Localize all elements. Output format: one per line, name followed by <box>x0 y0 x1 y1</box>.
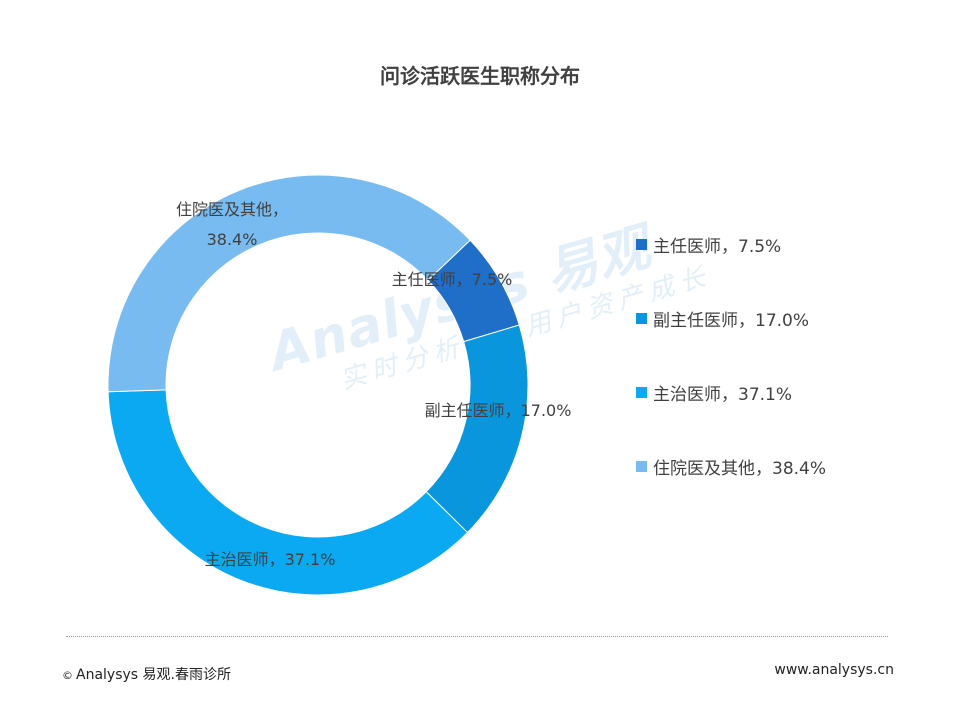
slice-data-label: 住院医及其他， 38.4% <box>176 200 288 249</box>
copyright-symbol: © <box>62 669 73 682</box>
legend-item: 主治医师，37.1% <box>636 380 826 405</box>
legend-label: 住院医及其他，38.4% <box>653 458 827 479</box>
legend-swatch <box>636 238 647 250</box>
donut-slice <box>107 389 469 596</box>
slice-data-label: 副主任医师，17.0% <box>425 401 572 420</box>
legend-label: 主任医师，7.5% <box>653 236 782 257</box>
legend-swatch <box>636 460 647 472</box>
legend-label: 副主任医师，17.0% <box>653 310 810 331</box>
slice-data-label-line: 主任医师，7.5% <box>392 270 513 289</box>
donut-slice <box>107 174 471 393</box>
legend-swatch <box>636 386 647 398</box>
chart-legend: 主任医师，7.5% 副主任医师，17.0% 主治医师，37.1% 住院医及其他，… <box>636 232 826 528</box>
slice-data-label: 主任医师，7.5% <box>392 270 513 289</box>
footer-url[interactable]: www.analysys.cn <box>774 662 894 678</box>
slice-data-label-line: 副主任医师，17.0% <box>425 401 572 420</box>
donut-slice <box>425 324 529 534</box>
footer-source-text: Analysys 易观.春雨诊所 <box>76 667 231 683</box>
slice-data-label-line: 38.4% <box>207 230 258 249</box>
footer-divider <box>66 636 888 637</box>
legend-item: 副主任医师，17.0% <box>636 306 826 331</box>
footer-source: © Analysys 易观.春雨诊所 <box>62 664 231 684</box>
legend-item: 住院医及其他，38.4% <box>636 454 827 479</box>
chart-title: 问诊活跃医生职称分布 <box>380 64 580 88</box>
legend-swatch <box>636 312 647 324</box>
slice-data-label-line: 主治医师，37.1% <box>205 550 336 569</box>
slice-data-label-line: 住院医及其他， <box>176 200 288 219</box>
legend-label: 主治医师，37.1% <box>653 384 793 405</box>
slice-data-label: 主治医师，37.1% <box>205 550 336 569</box>
legend-item: 主任医师，7.5% <box>636 232 826 257</box>
